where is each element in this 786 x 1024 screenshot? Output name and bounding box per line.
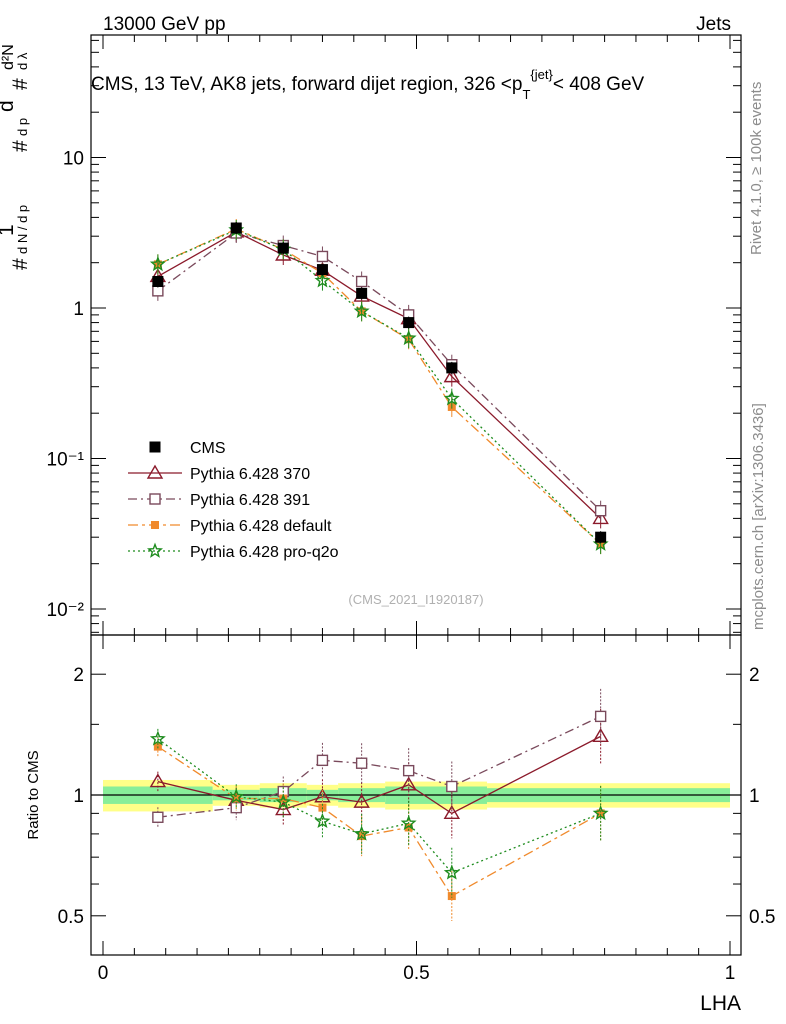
data-point xyxy=(400,329,417,346)
ratio-point xyxy=(404,823,413,832)
ratio-point xyxy=(152,811,164,823)
main-axes: 10⁻² 10⁻¹ 1 10 xyxy=(47,35,741,635)
data-point xyxy=(595,531,607,543)
analysis-id: (CMS_2021_I1920187) xyxy=(348,592,483,607)
ratio-y-tick-label: 0.5 xyxy=(58,907,84,928)
ratio-point xyxy=(275,793,292,810)
data-point xyxy=(149,255,166,272)
ratio-point xyxy=(353,825,370,841)
ratio-point xyxy=(446,780,458,793)
ratio-point xyxy=(447,892,456,901)
ratio-y-tick-label: 1 xyxy=(73,786,84,807)
data-point xyxy=(356,287,368,299)
ratio-y-tick-label-right: 1 xyxy=(749,786,760,807)
x-tick-label: 0.5 xyxy=(403,963,429,984)
ratio-series-layer xyxy=(149,688,609,922)
svg-text:#: # xyxy=(9,140,32,152)
svg-text:d p: d p xyxy=(15,118,30,136)
process-label: Jets xyxy=(696,14,731,35)
ratio-point xyxy=(400,814,417,831)
ratio-uncertainty-band xyxy=(103,779,730,812)
main-series-layer xyxy=(149,218,609,555)
data-point xyxy=(316,264,328,276)
ratio-point xyxy=(592,727,609,743)
ratio-line-pythia-6.428-default xyxy=(157,746,601,897)
series-line-pythia-6.428-default xyxy=(157,228,602,545)
data-point xyxy=(152,275,164,287)
ratio-line-pythia-6.428-391 xyxy=(157,715,601,818)
y-tick-label: 1 xyxy=(73,299,84,320)
ratio-y-tick-label-right: 2 xyxy=(749,665,760,686)
legend-entry: Pythia 6.428 default xyxy=(190,518,332,535)
data-point xyxy=(443,368,461,383)
data-point xyxy=(403,317,415,329)
data-point xyxy=(355,275,368,288)
data-point xyxy=(277,242,289,254)
ratio-point xyxy=(149,730,166,746)
y-tick-label: 10⁻¹ xyxy=(47,450,85,471)
data-point xyxy=(592,510,609,525)
legend-entry: Pythia 6.428 391 xyxy=(190,492,310,509)
svg-text:d N / d p: d N / d p xyxy=(15,205,30,254)
data-point xyxy=(446,362,458,374)
data-point xyxy=(314,272,331,288)
data-point xyxy=(230,222,242,234)
beam-label: 13000 GeV pp xyxy=(103,14,226,35)
legend-entry: CMS xyxy=(190,440,226,457)
ratio-point xyxy=(228,788,245,804)
legend-entry: Pythia 6.428 370 xyxy=(190,466,310,483)
x-tick-label: 1 xyxy=(725,963,736,984)
y-tick-label: 10⁻² xyxy=(47,600,85,621)
legend: CMS Pythia 6.428 370 Pythia 6.428 391 Pythi… xyxy=(128,440,339,561)
ratio-point xyxy=(314,812,331,829)
ratio-frame xyxy=(90,634,742,956)
x-tick-label: 0 xyxy=(98,963,109,984)
data-point xyxy=(594,504,607,517)
ratio-point xyxy=(443,864,460,880)
ratio-point xyxy=(443,804,461,820)
ratio-point xyxy=(402,764,415,777)
ratio-point xyxy=(594,710,607,723)
ratio-y-axis-label: Ratio to CMS xyxy=(25,750,42,839)
svg-text:#: # xyxy=(9,78,32,90)
series-line-pythia-6.428-391 xyxy=(157,232,602,512)
legend-marker xyxy=(149,493,161,505)
legend-marker xyxy=(151,521,159,529)
ratio-axes: 0.5 0.5 1 1 2 2 0 0.5 1 xyxy=(58,635,775,984)
ratio-point xyxy=(149,773,167,788)
data-point xyxy=(443,390,460,406)
main-panel xyxy=(91,35,741,635)
ratio-point xyxy=(592,804,609,821)
series-line-pythia-6.428-pro-q2o xyxy=(157,229,602,545)
svg-text:1: 1 xyxy=(0,224,18,236)
legend-marker xyxy=(146,542,164,558)
ratio-point xyxy=(400,776,417,791)
mcplots-label: mcplots.cern.ch [arXiv:1306.3436] xyxy=(750,403,767,630)
data-point xyxy=(316,250,329,263)
legend-entry: Pythia 6.428 pro-q2o xyxy=(190,544,339,561)
y-tick-label: 10 xyxy=(63,149,84,170)
ratio-point xyxy=(596,809,605,818)
ratio-point xyxy=(353,793,370,808)
ratio-point xyxy=(355,757,368,769)
ratio-y-tick-label-right: 0.5 xyxy=(749,907,775,928)
plot-title: CMS, 13 TeV, AK8 jets, forward dijet reg… xyxy=(91,67,645,102)
rivet-version-label: Rivet 4.1.0, ≥ 100k events xyxy=(748,82,765,255)
legend-marker xyxy=(149,441,161,453)
ratio-y-tick-label: 2 xyxy=(73,665,84,686)
ratio-line-pythia-6.428-pro-q2o xyxy=(157,738,601,874)
ratio-point xyxy=(275,801,292,816)
svg-text:d λ: d λ xyxy=(15,52,30,70)
series-line-pythia-6.428-370 xyxy=(157,231,602,519)
ratio-point xyxy=(316,754,329,767)
data-point xyxy=(353,302,370,319)
main-y-axis-label: # d N / d p 1 # d p d # d λ d²N xyxy=(0,44,32,270)
x-axis-label: LHA xyxy=(700,992,741,1015)
ratio-line-pythia-6.428-370 xyxy=(157,735,601,815)
svg-text:d²N: d²N xyxy=(0,44,17,70)
svg-text:#: # xyxy=(9,258,32,270)
svg-text:d: d xyxy=(0,100,18,112)
legend-marker xyxy=(146,464,164,479)
